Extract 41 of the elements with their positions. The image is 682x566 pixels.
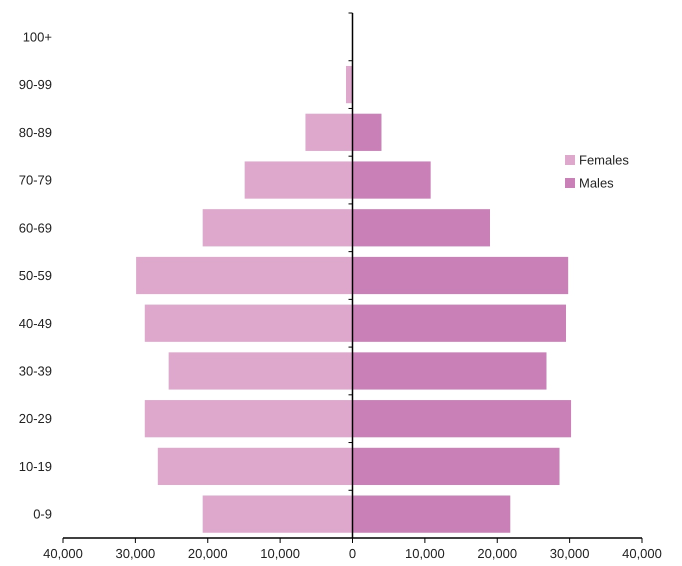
x-tick-label: 20,000 (188, 546, 228, 561)
bar (144, 304, 352, 342)
x-tick-label: 30,000 (115, 546, 156, 561)
x-tick-label: 40,000 (622, 546, 662, 561)
x-tick-label: 40,000 (43, 546, 83, 561)
bar (202, 209, 352, 246)
y-tick-label: 0-9 (33, 506, 52, 522)
y-tick-label: 100+ (22, 29, 52, 44)
bar (168, 352, 352, 390)
y-tick-label: 10-19 (18, 458, 52, 474)
legend-label: Females (579, 152, 630, 168)
y-tick-label: 80-89 (18, 124, 52, 140)
y-tick-label: 20-29 (18, 411, 52, 426)
bar (352, 352, 546, 390)
x-tick-label: 20,000 (477, 546, 518, 561)
bar (305, 114, 352, 151)
x-tick-label: 0 (348, 546, 356, 561)
bar (352, 114, 382, 151)
y-tick-label: 70-79 (18, 172, 52, 188)
bar (352, 161, 431, 199)
bar (352, 256, 568, 294)
y-tick-label: 50-59 (18, 268, 52, 284)
bar (352, 304, 566, 342)
bar (346, 66, 352, 104)
bar (352, 448, 560, 486)
bar (158, 448, 352, 486)
bar (136, 256, 352, 294)
legend-label: Males (579, 176, 614, 191)
x-tick-label: 10,000 (404, 546, 445, 561)
bar (144, 400, 352, 438)
x-tick-label: 30,000 (550, 546, 590, 561)
y-tick-label: 40-49 (18, 316, 52, 331)
bar (202, 496, 352, 533)
bar (352, 400, 572, 438)
y-tick-label: 30-39 (18, 364, 52, 379)
y-tick-label: 60-69 (18, 220, 52, 236)
x-tick-label: 10,000 (260, 546, 300, 561)
bar (352, 209, 490, 246)
bar (244, 161, 352, 199)
bar (352, 496, 510, 533)
y-tick-label: 90-99 (18, 77, 52, 92)
